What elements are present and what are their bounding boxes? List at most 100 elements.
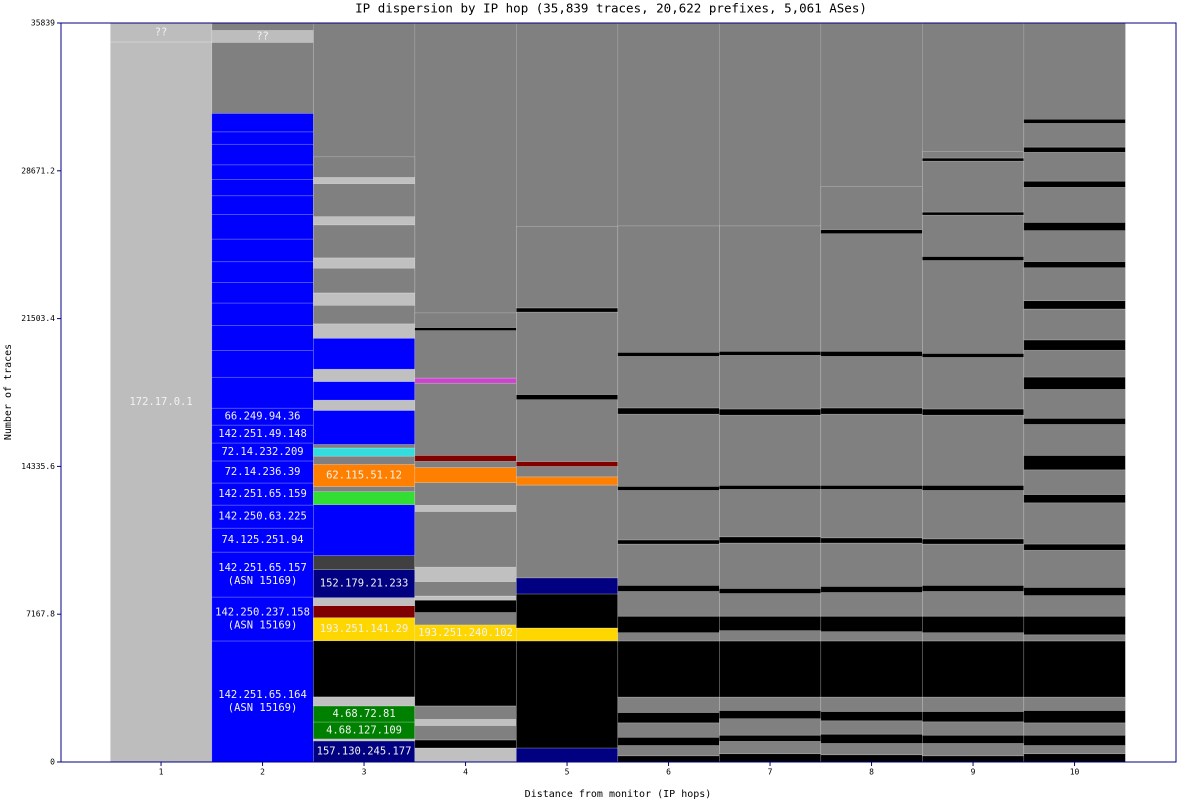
trace-segment bbox=[312, 156, 416, 178]
trace-segment bbox=[617, 736, 720, 746]
trace-segment bbox=[921, 734, 1025, 744]
trace-segment bbox=[414, 719, 517, 726]
x-tick-label: 4 bbox=[463, 768, 468, 777]
trace-segment bbox=[921, 214, 1025, 257]
segment-label: 142.251.65.159 bbox=[218, 488, 307, 500]
trace-segment bbox=[1023, 267, 1126, 302]
x-axis-label: Distance from monitor (IP hops) bbox=[525, 789, 712, 800]
trace-segment bbox=[820, 350, 923, 357]
trace-segment bbox=[617, 615, 720, 634]
trace-segment bbox=[1023, 753, 1126, 763]
trace-segment bbox=[921, 584, 1025, 592]
trace-segment bbox=[312, 444, 416, 449]
trace-segment bbox=[1023, 710, 1126, 724]
trace-segment bbox=[312, 224, 416, 259]
trace-segment bbox=[1023, 745, 1126, 755]
segment-label: 62.115.51.12 bbox=[326, 469, 402, 481]
trace-segment bbox=[718, 718, 822, 736]
trace-segment bbox=[820, 586, 923, 593]
trace-segment bbox=[414, 705, 517, 720]
x-tick-label: 2 bbox=[260, 768, 265, 777]
trace-segment bbox=[211, 112, 314, 133]
trace-segment bbox=[1023, 502, 1126, 545]
trace-segment bbox=[312, 605, 416, 618]
trace-segment bbox=[718, 640, 822, 698]
trace-segment bbox=[921, 157, 1025, 162]
trace-segment bbox=[1023, 543, 1126, 551]
trace-segment bbox=[921, 721, 1025, 736]
trace-segment bbox=[414, 725, 517, 741]
trace-segment bbox=[515, 593, 619, 629]
trace-segment bbox=[820, 185, 923, 230]
trace-segment bbox=[1023, 615, 1126, 636]
trace-segment bbox=[820, 631, 923, 642]
trace-segment bbox=[820, 489, 923, 539]
segment-label: 66.249.94.36 bbox=[225, 411, 301, 423]
trace-segment bbox=[515, 394, 619, 401]
trace-segment bbox=[820, 711, 923, 722]
trace-segment bbox=[820, 696, 923, 712]
trace-segment bbox=[617, 351, 720, 357]
trace-segment bbox=[1023, 308, 1126, 341]
trace-segment bbox=[312, 597, 416, 607]
trace-segment bbox=[211, 131, 314, 145]
trace-segment bbox=[515, 747, 619, 763]
trace-segment bbox=[921, 353, 1025, 358]
trace-segment bbox=[211, 164, 314, 180]
y-tick-label: 14335.6 bbox=[21, 462, 55, 471]
trace-segment bbox=[211, 282, 314, 304]
trace-segment bbox=[921, 538, 1025, 545]
trace-segment bbox=[312, 183, 416, 217]
trace-segment bbox=[1023, 424, 1126, 456]
trace-segment bbox=[312, 504, 416, 556]
trace-segment bbox=[1023, 230, 1126, 262]
trace-segment bbox=[1023, 389, 1126, 419]
trace-segment bbox=[312, 696, 416, 707]
trace-segment bbox=[1023, 180, 1126, 188]
trace-segment bbox=[718, 414, 822, 486]
trace-segment bbox=[921, 632, 1025, 642]
trace-segment bbox=[921, 591, 1025, 617]
trace-segment bbox=[414, 581, 517, 597]
trace-segment bbox=[718, 615, 822, 631]
y-tick-label: 0 bbox=[50, 758, 55, 767]
trace-segment bbox=[414, 461, 517, 468]
trace-segment bbox=[820, 233, 923, 352]
trace-segment bbox=[515, 466, 619, 478]
trace-segment bbox=[1023, 146, 1126, 153]
trace-segment bbox=[617, 584, 720, 592]
trace-segment bbox=[211, 214, 314, 240]
trace-segment bbox=[312, 323, 416, 339]
segment-label: 72.14.236.39 bbox=[225, 466, 301, 478]
trace-segment bbox=[1023, 376, 1126, 390]
segment-label: 4.68.72.81 bbox=[332, 708, 395, 720]
trace-segment bbox=[718, 630, 822, 642]
trace-segment bbox=[617, 356, 720, 409]
trace-segment bbox=[312, 399, 416, 411]
trace-segment bbox=[312, 486, 416, 492]
trace-segment bbox=[617, 722, 720, 738]
trace-segment bbox=[921, 696, 1025, 712]
trace-segment bbox=[921, 490, 1025, 540]
trace-segment bbox=[312, 455, 416, 465]
trace-segment bbox=[211, 143, 314, 166]
trace-segment bbox=[820, 542, 923, 587]
trace-segment bbox=[312, 569, 416, 598]
trace-segment bbox=[312, 491, 416, 505]
trace-segment bbox=[414, 504, 517, 512]
segment-label: 152.179.21.233 bbox=[320, 578, 409, 590]
segment-label: 4.68.127.109 bbox=[326, 724, 402, 736]
trace-segment bbox=[617, 407, 720, 415]
segment-label: 193.251.240.102 bbox=[418, 627, 513, 639]
trace-segment bbox=[1023, 494, 1126, 504]
trace-segment bbox=[718, 741, 822, 755]
trace-segment bbox=[515, 484, 619, 579]
trace-segment bbox=[820, 413, 923, 486]
trace-segment bbox=[921, 743, 1025, 757]
trace-segment bbox=[718, 350, 822, 356]
y-tick-label: 7167.8 bbox=[26, 610, 55, 619]
trace-segment bbox=[820, 733, 923, 744]
trace-segment bbox=[617, 543, 720, 586]
trace-segment bbox=[617, 539, 720, 545]
trace-segment bbox=[515, 461, 619, 467]
